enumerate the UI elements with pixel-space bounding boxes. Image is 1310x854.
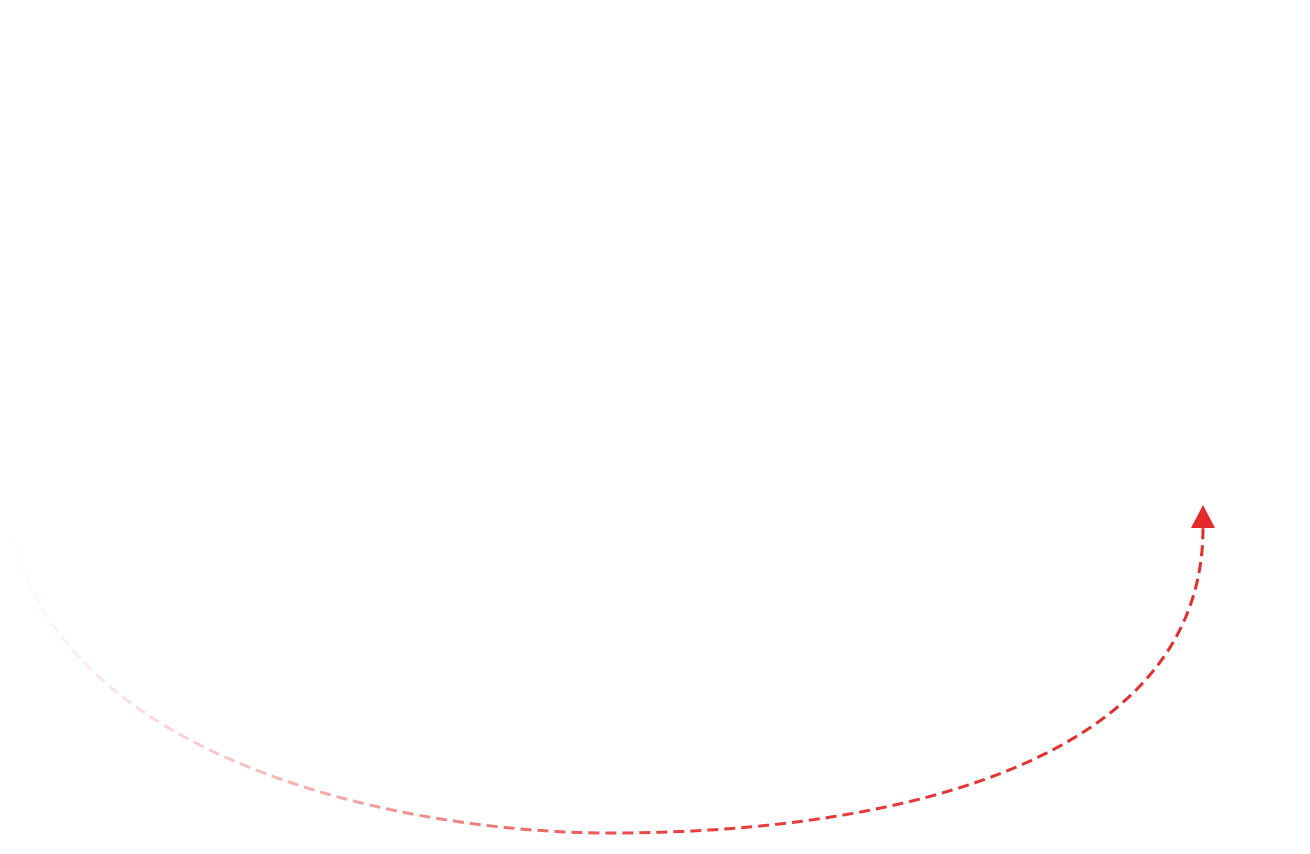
arrow-head xyxy=(1191,505,1215,528)
curved-arrow-path xyxy=(10,527,1205,835)
